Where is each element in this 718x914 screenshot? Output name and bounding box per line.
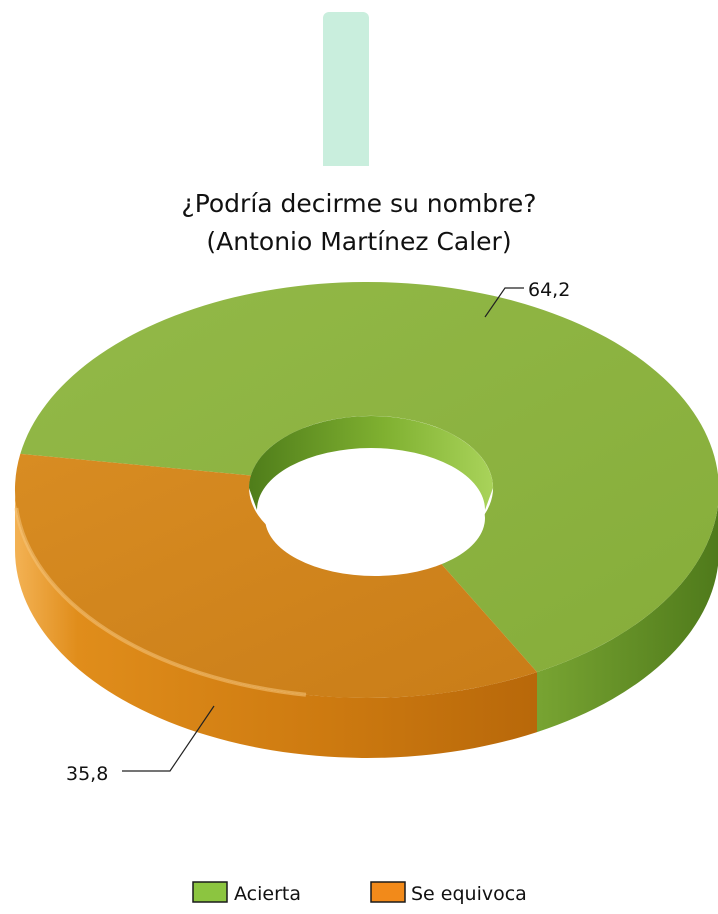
legend-label-acierta: Acierta — [234, 883, 301, 905]
legend: Acierta Se equivoca — [192, 881, 527, 905]
legend-swatch-acierta — [192, 881, 228, 903]
slice-se-equivoca — [14, 453, 537, 698]
slice-acierta — [20, 282, 718, 673]
leader-line-acierta — [484, 287, 524, 318]
data-label-acierta: 64,2 — [528, 279, 570, 301]
legend-swatch-se-equivoca — [370, 881, 406, 903]
slice-se-equivoca-side — [15, 490, 537, 758]
donut-hole — [265, 460, 485, 576]
data-label-se-equivoca: 35,8 — [66, 763, 108, 785]
donut-hole-wall — [249, 416, 493, 510]
legend-label-se-equivoca: Se equivoca — [411, 883, 527, 905]
chart-subtitle: (Antonio Martínez Caler) — [206, 227, 512, 256]
decorative-bar — [323, 12, 369, 166]
leader-line-se-equivoca — [122, 705, 215, 772]
chart-title: ¿Podría decirme su nombre? — [181, 189, 537, 218]
rim-highlight — [14, 507, 307, 697]
slice-acierta-side — [537, 505, 718, 733]
